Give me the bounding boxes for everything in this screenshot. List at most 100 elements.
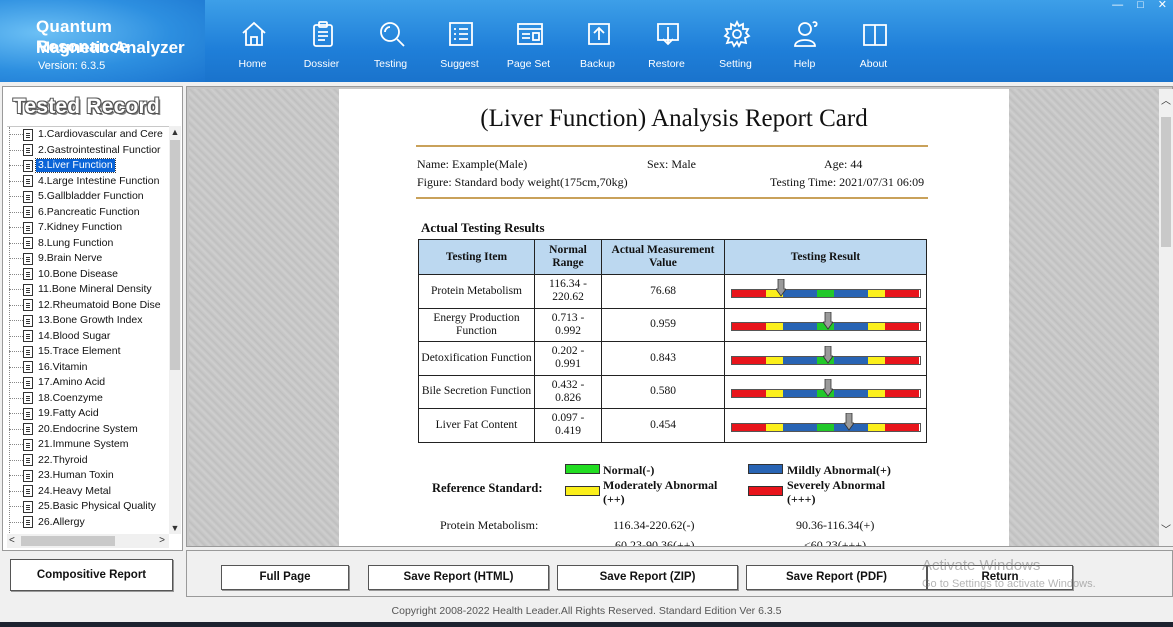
tree-item[interactable]: 9.Brain Nerve [7,251,169,267]
scroll-up-icon[interactable]: ▲ [170,127,180,137]
tree-item[interactable]: 15.Trace Element [7,344,169,360]
scale-segment [885,356,920,364]
nav-setting[interactable]: Setting [701,18,770,78]
tree-connector [9,475,23,477]
mild-label: Mildly Abnormal(+) [787,463,891,477]
nav-help[interactable]: Help [770,18,839,78]
scale-segment [731,390,766,398]
result-marker-arrow-icon [822,345,833,364]
tree-item[interactable]: 18.Coenzyme [7,391,169,407]
tree-item[interactable]: 12.Rheumatoid Bone Dise [7,298,169,314]
tree-item[interactable]: 22.Thyroid [7,453,169,469]
document-icon [23,469,33,482]
list-icon [449,22,473,46]
tree-item[interactable]: 17.Amino Acid [7,375,169,391]
gear-icon [723,20,751,48]
app-title-line1: Quantum Resonance [36,17,129,56]
tree-item[interactable]: 20.Endocrine System [7,422,169,438]
activation-watermark-title: Activate Windows [922,557,1041,574]
tree-connector [9,149,23,151]
tree-item-label: 10.Bone Disease [38,267,118,280]
tree-connector [9,428,23,430]
tree-item[interactable]: 24.Heavy Metal [7,484,169,500]
tree-item[interactable]: 13.Bone Growth Index [7,313,169,329]
full-page-button[interactable]: Full Page [221,565,349,590]
activation-watermark-subtitle: Go to Settings to activate Windows. [922,578,1096,590]
nav-restore[interactable]: Restore [632,18,701,78]
tree-connector [9,521,23,523]
tree-item[interactable]: 6.Pancreatic Function [7,205,169,221]
tree-connector [9,134,23,136]
testing-result [724,408,927,443]
tree-item[interactable]: 25.Basic Physical Quality [7,499,169,515]
range-low: 0.202 - [551,345,585,358]
tree-item[interactable]: 23.Human Toxin [7,468,169,484]
tree-item-label: 16.Vitamin [38,360,88,373]
tree-item[interactable]: 5.Gallbladder Function [7,189,169,205]
scroll-thumb[interactable] [21,536,115,546]
nav-testing[interactable]: Testing [356,18,425,78]
scroll-up-icon[interactable]: ︿ [1161,96,1171,107]
return-button[interactable]: Return [927,565,1073,590]
tree-guide-line [9,127,10,534]
nav-label: Help [793,58,816,70]
nav-page-set[interactable]: Page Set [494,18,563,78]
tree-horizontal-scrollbar[interactable]: < > [7,534,169,548]
save-html-button[interactable]: Save Report (HTML) [368,565,549,590]
scroll-right-icon[interactable]: > [159,535,165,546]
scroll-thumb[interactable] [170,140,180,370]
tree-item-label: 9.Brain Nerve [38,252,103,265]
save-pdf-button[interactable]: Save Report (PDF) [746,565,927,590]
normal-swatch [565,464,600,474]
tree-item-label: 3.Liver Function [35,158,116,174]
save-zip-button[interactable]: Save Report (ZIP) [557,565,738,590]
tree-item[interactable]: 4.Large Intestine Function [7,174,169,190]
tree-item[interactable]: 26.Allergy [7,515,169,531]
scroll-thumb[interactable] [1161,117,1171,247]
normal-range: 116.34 -220.62 [534,274,602,309]
tree-connector [9,444,23,446]
tree-item[interactable]: 16.Vitamin [7,360,169,376]
tree-vertical-scrollbar[interactable]: ▲ ▼ [169,126,181,534]
compositive-report-button[interactable]: Compositive Report [10,559,173,591]
reference-heading: Reference Standard: [432,481,543,495]
window-controls: — □ ✕ [1112,0,1173,14]
report-vertical-scrollbar[interactable]: ︿ ﹀ [1159,89,1173,546]
scroll-down-icon[interactable]: ▼ [170,523,180,533]
tree-item[interactable]: 19.Fatty Acid [7,406,169,422]
book-icon [863,24,887,46]
tree-item-label: 24.Heavy Metal [38,484,111,497]
nav-label: Backup [579,58,616,70]
minimize-button[interactable]: — [1112,0,1124,11]
nav-suggest[interactable]: Suggest [425,18,494,78]
nav-dossier[interactable]: Dossier [287,18,356,78]
tree-item[interactable]: 14.Blood Sugar [7,329,169,345]
tree-item[interactable]: 21.Immune System [7,437,169,453]
result-scale-bar [730,278,921,298]
tree-item[interactable]: 10.Bone Disease [7,267,169,283]
measurement-value: 0.454 [601,408,725,443]
scale-segment [834,356,869,364]
tree-item[interactable]: 8.Lung Function [7,236,169,252]
nav-backup[interactable]: Backup [563,18,632,78]
scroll-down-icon[interactable]: ﹀ [1161,525,1171,536]
tree-item[interactable]: 1.Cardiovascular and Cere [7,127,169,143]
tree-item[interactable]: 11.Bone Mineral Density [7,282,169,298]
nav-about[interactable]: About [839,18,908,78]
tree-item[interactable]: 3.Liver Function [7,158,169,174]
protein-ref-label: Protein Metabolism: [440,518,539,532]
tree-connector [9,273,23,275]
tree-connector [9,490,23,492]
table-row: Detoxification Function 0.202 -0.991 0.843 [418,341,927,376]
document-icon [23,159,33,172]
nav-label: Page Set [506,58,551,70]
close-button[interactable]: ✕ [1157,0,1167,11]
nav-home[interactable]: Home [218,18,287,78]
normal-label: Normal(-) [603,463,655,477]
tree-item[interactable]: 2.Gastrointestinal Functior [7,143,169,159]
document-icon [23,175,33,188]
maximize-button[interactable]: □ [1137,0,1144,11]
protein-ref-mild: 90.36-116.34(+) [796,518,875,532]
tree-item[interactable]: 7.Kidney Function [7,220,169,236]
scroll-left-icon[interactable]: < [9,535,15,546]
